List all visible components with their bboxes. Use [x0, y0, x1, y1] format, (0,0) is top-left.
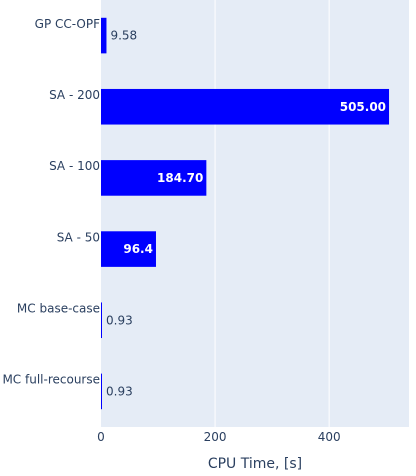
y-tick-label: SA - 200 [49, 88, 100, 102]
x-axis-title: CPU Time, [s] [208, 456, 302, 472]
x-tick-label: 400 [318, 430, 341, 444]
x-tick-label: 0 [97, 430, 105, 444]
bar [101, 302, 102, 339]
bar-value-label: 0.93 [106, 313, 133, 327]
bar [101, 88, 390, 125]
bar-value-label: 0.93 [106, 384, 133, 398]
gridlines [214, 0, 330, 427]
bar-labels: 9.58 505.00 184.70 96.4 0.93 0.93 [106, 29, 386, 399]
bar-value-label: 9.58 [110, 29, 137, 43]
y-tick-label: MC full-recourse [2, 373, 100, 387]
plot-background [101, 0, 409, 427]
y-tick-label: SA - 50 [57, 230, 100, 244]
bars [101, 17, 390, 410]
x-tick-label: 200 [204, 430, 227, 444]
x-tick-labels: 0 200 400 [97, 430, 340, 444]
y-tick-label: MC base-case [17, 301, 100, 315]
y-tick-label: SA - 100 [49, 159, 100, 173]
bar [101, 17, 107, 54]
bar-value-label: 184.70 [157, 171, 203, 185]
bar [101, 231, 156, 267]
bar [101, 373, 102, 410]
bar-value-label: 505.00 [340, 100, 386, 114]
bar [101, 160, 207, 196]
y-tick-label: GP CC-OPF [35, 17, 100, 31]
y-tick-labels: GP CC-OPF SA - 200 SA - 100 SA - 50 MC base-… [2, 17, 100, 387]
bar-value-label: 96.4 [123, 242, 153, 256]
